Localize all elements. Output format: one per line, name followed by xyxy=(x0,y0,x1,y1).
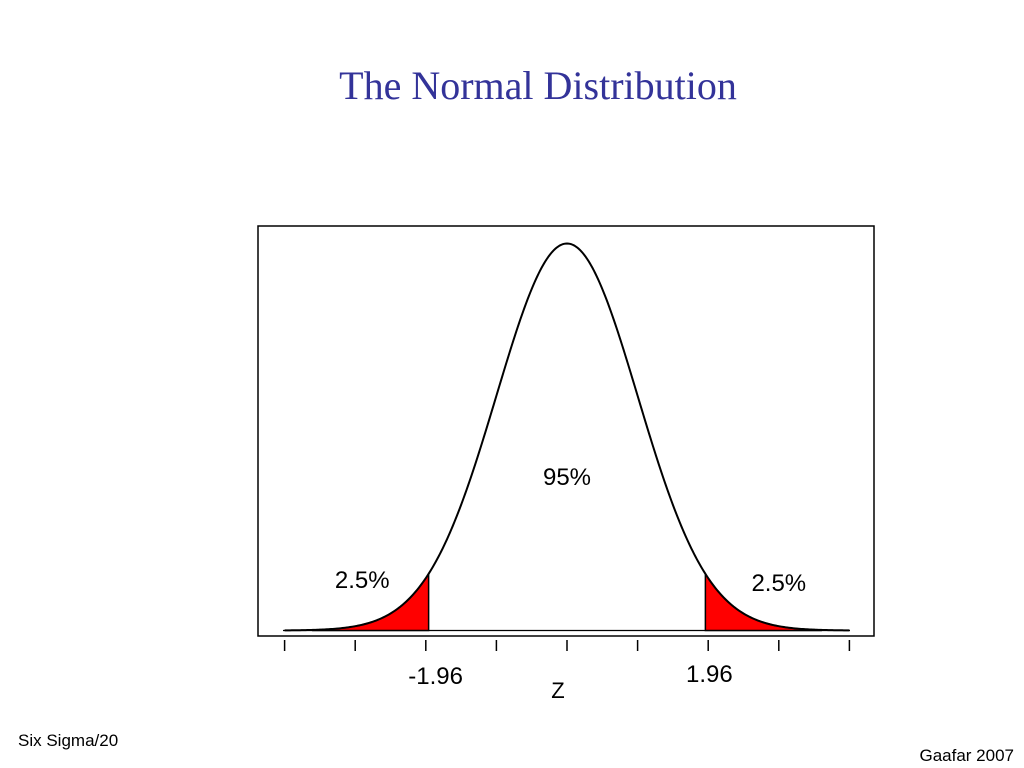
x-axis-ticks xyxy=(283,640,851,651)
footer-left-text: Six Sigma/20 xyxy=(18,731,119,750)
area-label: 2.5% xyxy=(751,570,806,597)
x-axis-label: Z xyxy=(551,678,564,703)
x-tick-label: 1.96 xyxy=(686,661,733,688)
x-axis-tick-labels: -1.96 1.96 xyxy=(408,661,732,690)
footer-right-text: Gaafar 2007 xyxy=(919,746,1014,765)
plot-frame xyxy=(257,225,875,637)
area-label: 2.5% xyxy=(335,567,390,594)
density-curve xyxy=(284,242,850,632)
x-tick-label: -1.96 xyxy=(408,663,463,690)
slide-title: The Normal Distribution xyxy=(339,63,737,108)
area-label: 95% xyxy=(543,464,591,491)
area-annotations: 95% 2.5% 2.5% xyxy=(335,464,806,597)
